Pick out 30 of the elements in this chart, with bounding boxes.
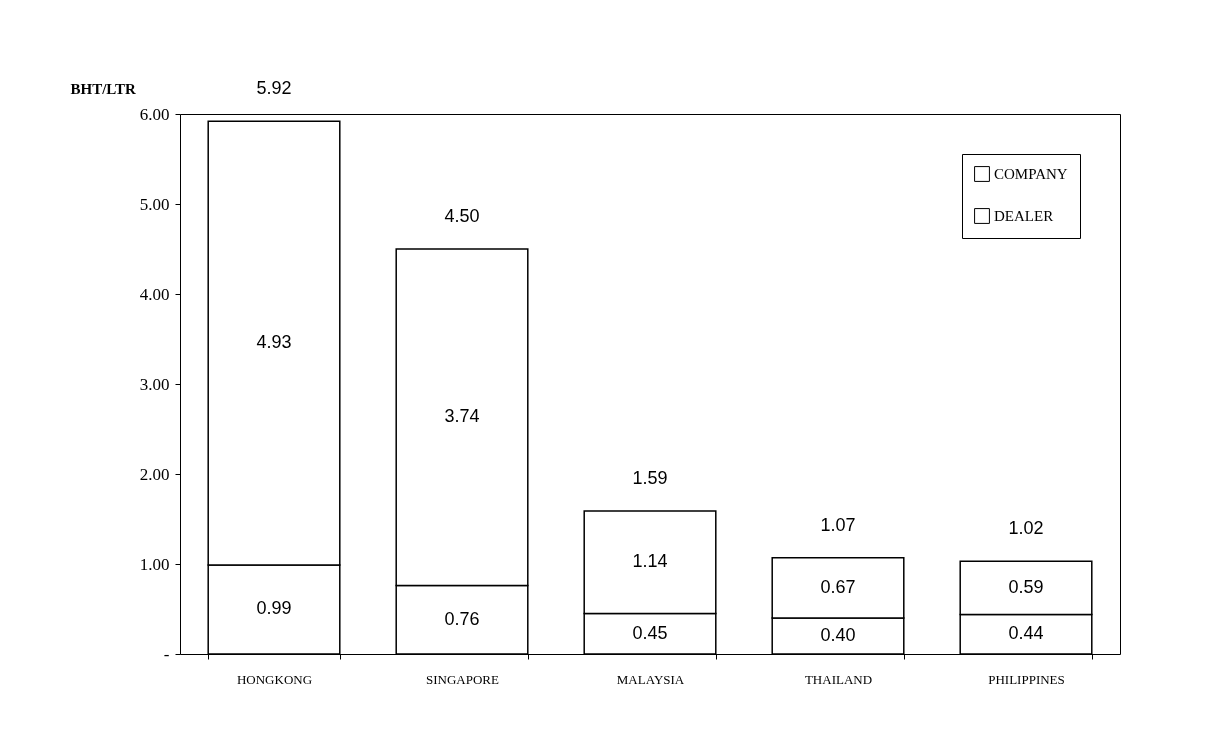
x-tick-label: SINGAPORE xyxy=(426,671,500,687)
y-axis-title: BHT/LTR xyxy=(70,80,136,97)
total-label: 1.59 xyxy=(632,467,668,488)
total-label: 4.50 xyxy=(444,206,480,226)
data-label: 0.67 xyxy=(820,576,856,597)
x-tick-label: THAILAND xyxy=(804,671,873,687)
x-tick-label: HONGKONG xyxy=(236,671,313,687)
legend-label: COMPANY xyxy=(994,166,1068,182)
data-label: 1.14 xyxy=(632,551,668,572)
data-label: 0.45 xyxy=(632,622,668,643)
y-tick-label: 4.00 xyxy=(139,284,170,304)
total-label: 1.07 xyxy=(820,514,856,535)
y-tick-label: 5.00 xyxy=(139,194,170,214)
y-tick-label: - xyxy=(163,644,170,664)
data-label: 0.76 xyxy=(444,608,480,629)
data-label: 0.59 xyxy=(1008,576,1044,597)
data-label: 0.40 xyxy=(820,625,856,645)
x-tick-label: PHILIPPINES xyxy=(988,671,1065,687)
legend-label: DEALER xyxy=(994,208,1054,224)
y-tick-label: 2.00 xyxy=(139,464,170,484)
data-label: 0.99 xyxy=(256,598,292,619)
data-label: 0.44 xyxy=(1008,623,1044,644)
data-label: 4.93 xyxy=(256,332,292,353)
total-label: 5.92 xyxy=(256,78,292,99)
total-label: 1.02 xyxy=(1008,518,1044,539)
y-tick-label: 1.00 xyxy=(139,554,170,574)
y-tick-label: 6.00 xyxy=(139,104,170,124)
data-label: 3.74 xyxy=(444,406,480,427)
y-tick-label: 3.00 xyxy=(139,374,170,394)
x-tick-label: MALAYSIA xyxy=(616,671,685,687)
